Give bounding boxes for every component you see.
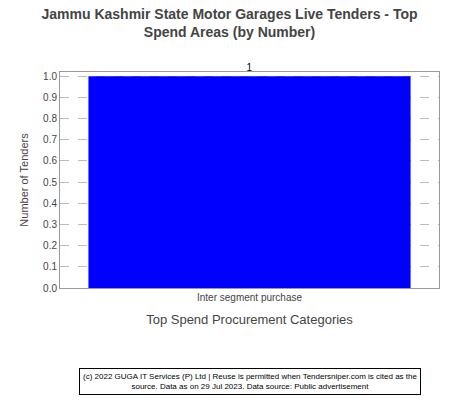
svg-text:0.3: 0.3: [43, 219, 57, 230]
svg-text:0.6: 0.6: [43, 155, 57, 166]
svg-text:0.7: 0.7: [43, 134, 57, 145]
svg-text:Number of Tenders: Number of Tenders: [18, 133, 30, 227]
svg-text:0.1: 0.1: [43, 261, 57, 272]
svg-text:Top Spend Procurement Categori: Top Spend Procurement Categories: [146, 312, 353, 327]
svg-text:0.5: 0.5: [43, 177, 57, 188]
svg-text:0.0: 0.0: [43, 283, 57, 294]
svg-text:0.8: 0.8: [43, 113, 57, 124]
svg-text:0.4: 0.4: [43, 198, 57, 209]
svg-text:1: 1: [247, 62, 253, 73]
svg-text:0.9: 0.9: [43, 92, 57, 103]
svg-text:(c) 2022 GUGA IT Services (P): (c) 2022 GUGA IT Services (P) Ltd | Reus…: [83, 372, 417, 391]
svg-text:0.2: 0.2: [43, 240, 57, 251]
svg-text:Inter segment purchase: Inter segment purchase: [197, 292, 302, 303]
svg-text:Jammu Kashmir State Motor Gara: Jammu Kashmir State Motor Garages Live T…: [41, 6, 417, 40]
svg-text:1.0: 1.0: [43, 71, 57, 82]
